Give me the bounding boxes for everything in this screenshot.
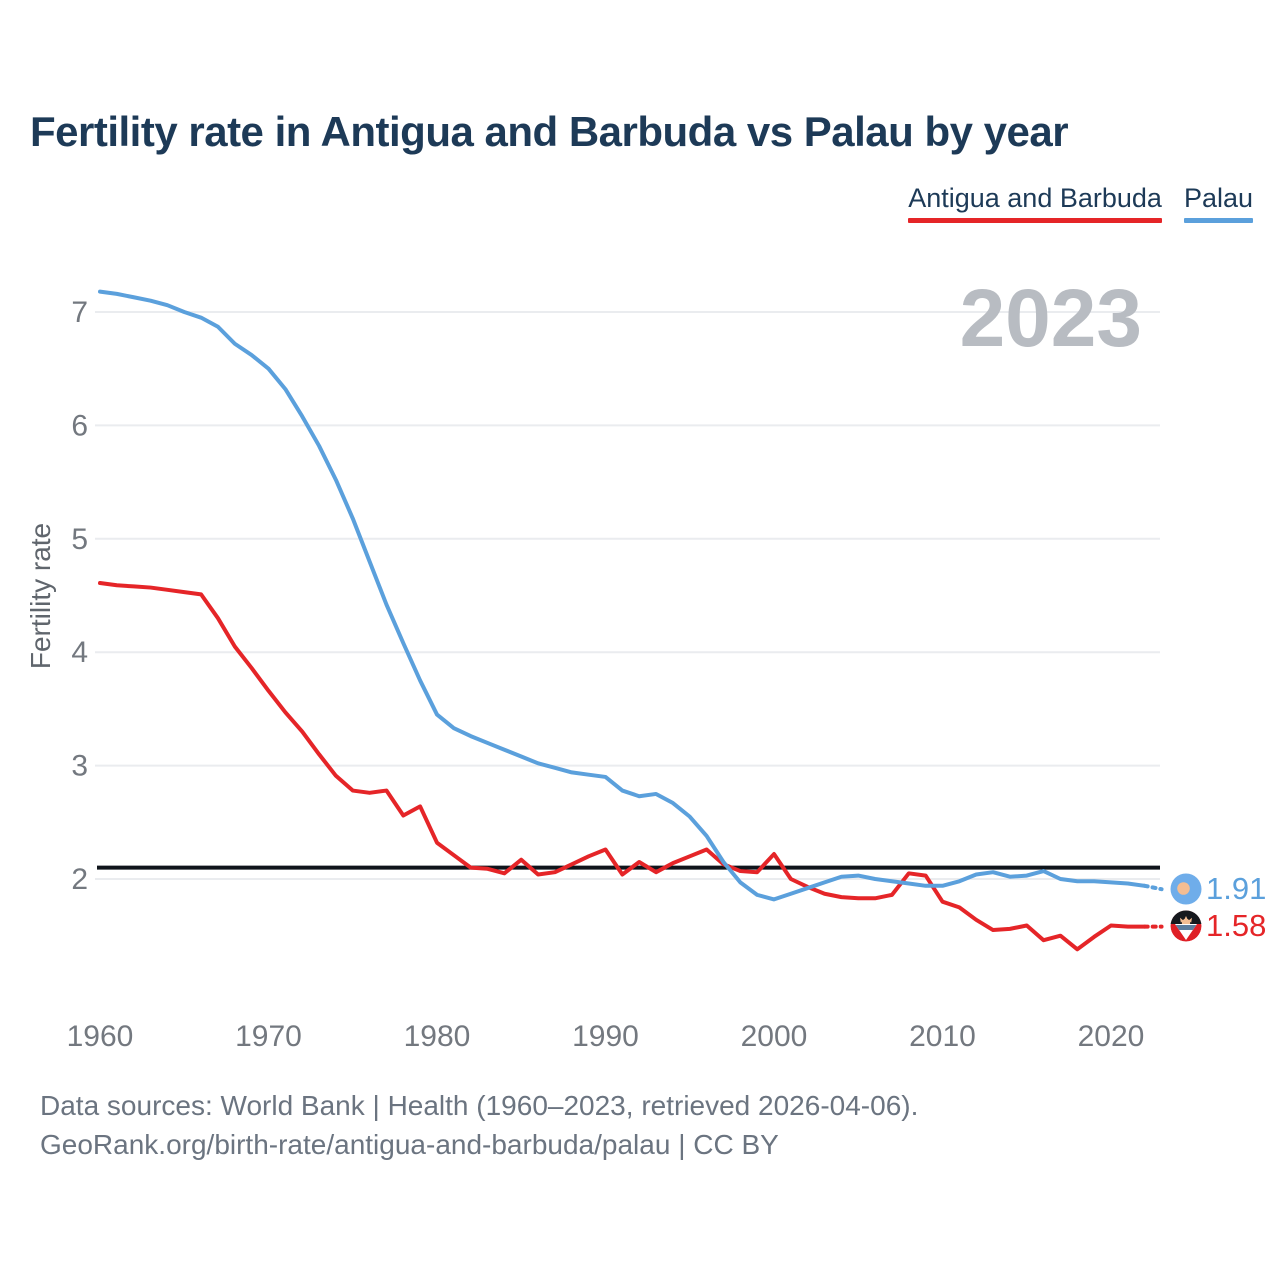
legend-underline-blue [1183,218,1253,223]
palau-line[interactable] [98,289,1147,902]
legend: Antigua and Barbuda Palau [908,183,1253,223]
palau-flag-icon [1170,873,1202,905]
x-tick-label: 1970 [235,1020,302,1053]
y-tick-label: 6 [71,409,88,442]
legend-item-antigua-and-barbuda[interactable]: Antigua and Barbuda [908,183,1162,223]
y-tick-label: 7 [71,296,88,329]
palau-end-value: 1.91 [1206,871,1266,906]
footer-attribution-line: GeoRank.org/birth-rate/antigua-and-barbu… [40,1129,779,1160]
x-tick-label: 2010 [909,1020,976,1053]
antigua-end-value: 1.58 [1206,908,1266,943]
y-axis-tick-labels: 2 3 4 5 6 7 [71,296,88,896]
x-tick-label: 1960 [67,1020,134,1053]
page-title: Fertility rate in Antigua and Barbuda vs… [30,108,1069,155]
footer-sources-line: Data sources: World Bank | Health (1960–… [40,1090,919,1121]
legend-label: Palau [1183,183,1253,213]
x-tick-label: 2020 [1078,1020,1145,1053]
y-axis-title: Fertility rate [25,523,56,669]
y-tick-label: 4 [71,636,88,669]
data-sources-footer: Data sources: World Bank | Health (1960–… [40,1086,918,1164]
palau-line-provisional [1142,883,1164,892]
y-tick-label: 3 [71,750,88,783]
y-tick-label: 5 [71,523,88,556]
antigua-and-barbuda-line[interactable] [98,581,1147,952]
x-axis-tick-labels: 1960 1970 1980 1990 2000 2010 2020 [67,1020,1145,1053]
antigua-and-barbuda-flag-icon [1170,910,1202,942]
legend-label: Antigua and Barbuda [908,183,1162,213]
legend-item-palau[interactable]: Palau [1183,183,1253,223]
y-tick-label: 2 [71,863,88,896]
gridlines [95,311,1160,880]
legend-underline-red [908,218,1162,223]
series-lines [98,289,1164,952]
x-tick-label: 1990 [572,1020,639,1053]
x-tick-label: 1980 [404,1020,471,1053]
watermark-year: 2023 [960,273,1142,364]
x-tick-label: 2000 [741,1020,808,1053]
